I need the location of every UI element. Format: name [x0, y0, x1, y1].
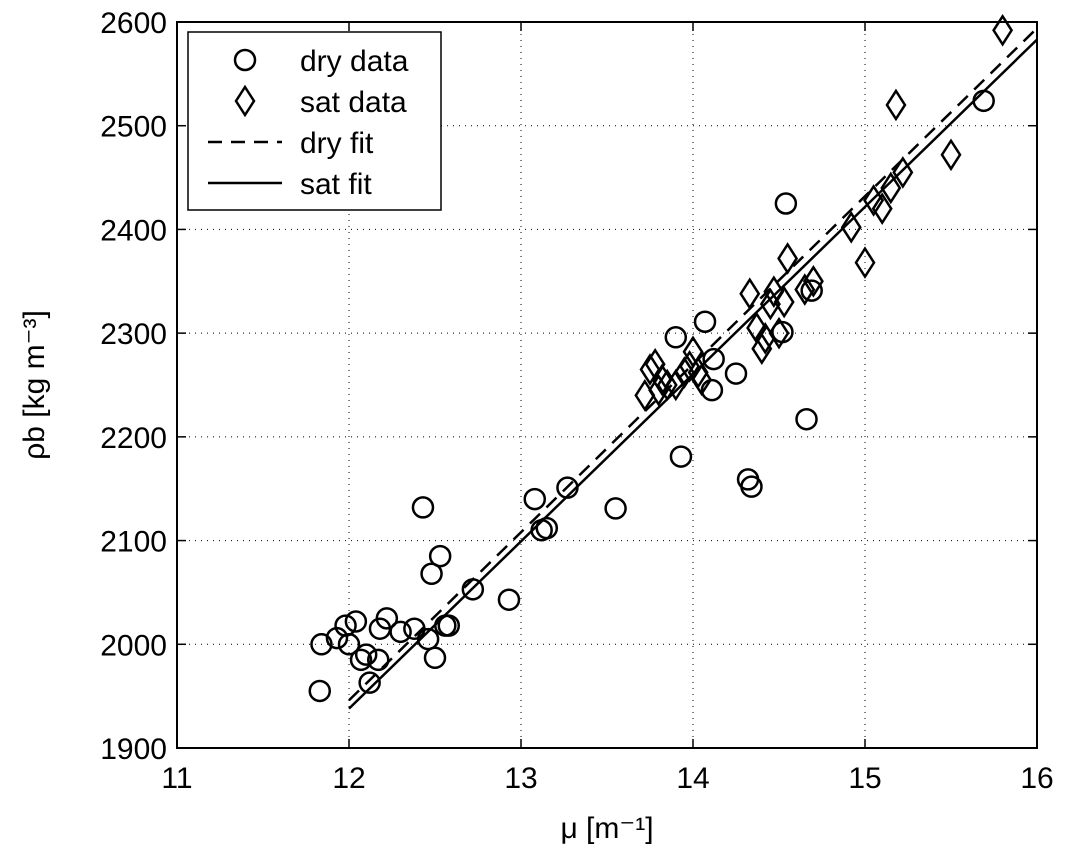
ticks-layer: 11 12 13 14 15 16 1900 2000 2100 2200 2300 2400 2500…: [100, 7, 1053, 795]
dry-data-point: [604, 497, 627, 520]
sat-data-point: [885, 88, 907, 122]
sat-data-point: [794, 273, 816, 306]
dry-data-point: [724, 362, 748, 385]
x-tick-label: 16: [1020, 762, 1053, 795]
legend-box: [187, 31, 442, 211]
legend-label: dry data: [300, 45, 409, 78]
sat-data-point: [880, 171, 902, 205]
legend-entry: dry data: [233, 45, 409, 78]
sat-data-point: [639, 353, 661, 386]
x-axis-label: μ [m⁻¹]: [560, 812, 653, 845]
dry-data-point: [411, 496, 435, 519]
y-tick-label: 1900: [100, 733, 167, 766]
x-tick-label: 15: [848, 762, 881, 795]
legend-entry: sat data: [234, 84, 407, 119]
dry-data-point: [497, 588, 521, 611]
dry-data-point: [310, 633, 333, 656]
legend-label: sat data: [300, 86, 407, 119]
dry-data-point: [349, 648, 373, 672]
sat-data-point: [940, 138, 962, 172]
y-axis-label: ρb [kg m⁻³]: [18, 310, 51, 460]
dry-data-point: [437, 614, 461, 637]
legend-label: dry fit: [300, 127, 374, 160]
y-tick-label: 2500: [100, 111, 167, 144]
sat-data-point: [892, 156, 914, 189]
sat-data-point: [739, 277, 761, 311]
legend-label: sat fit: [300, 168, 372, 201]
dry-data-point: [556, 476, 579, 499]
data-markers-layer: [308, 13, 1014, 703]
dry-data-point: [308, 679, 332, 703]
dry-data-point: [337, 633, 361, 656]
sat-data-point: [863, 184, 885, 217]
dry-data-point: [700, 378, 724, 402]
y-tick-label: 2300: [100, 318, 167, 351]
dry-data-point: [800, 279, 823, 302]
x-tick-label: 12: [332, 762, 365, 795]
sat-data-point: [751, 332, 773, 366]
dry-data-point: [354, 643, 378, 666]
dry-data-point: [702, 347, 725, 371]
sat-data-point: [673, 356, 695, 389]
legend-entry: dry fit: [208, 127, 374, 160]
sat-data-point: [691, 363, 713, 397]
dry-data-point: [358, 671, 381, 694]
x-tick-label: 11: [161, 762, 192, 795]
sat-data-point: [768, 316, 790, 350]
sat-data-point: [871, 192, 893, 225]
legend-circle-marker: [233, 48, 257, 72]
dry-data-point: [389, 620, 412, 644]
sat-data-point: [656, 368, 678, 402]
sat-data-point: [773, 285, 795, 319]
sat-data-point: [777, 242, 799, 275]
dry-data-point: [461, 578, 485, 601]
dry-data-point: [693, 310, 717, 333]
y-tick-label: 2600: [100, 7, 167, 40]
y-tick-label: 2100: [100, 526, 167, 559]
sat-data-point: [840, 211, 862, 244]
dry-data-point: [740, 475, 763, 498]
dry-data-point: [428, 544, 452, 568]
dry-data-point: [669, 445, 693, 468]
dry-data-point: [972, 89, 995, 113]
legend-diamond-marker: [234, 84, 256, 118]
dry-data-point: [423, 646, 447, 670]
dry-data-point: [523, 487, 547, 511]
x-tick-label: 13: [504, 762, 537, 795]
dry-data-point: [420, 562, 443, 586]
sat-data-point: [854, 246, 876, 279]
legend-entry: sat fit: [208, 168, 372, 201]
dry-data-point: [795, 407, 818, 431]
y-tick-label: 2400: [100, 214, 167, 247]
x-tick-label: 14: [676, 762, 709, 795]
sat-data-point: [763, 275, 785, 308]
y-tick-label: 2000: [100, 629, 167, 662]
plot-frame: [176, 21, 1038, 749]
dry-data-point: [344, 610, 368, 633]
legend: dry data sat data dry fit sat fit: [187, 31, 442, 211]
sat-data-point: [992, 13, 1014, 47]
dry-data-point: [366, 648, 390, 672]
sat-data-point: [651, 363, 673, 397]
sat-data-point: [648, 373, 670, 407]
dry-data-point: [774, 192, 798, 215]
sat-data-point: [802, 264, 824, 298]
y-tick-label: 2200: [100, 422, 167, 455]
dry-data-point: [664, 326, 688, 349]
dry-data-point: [375, 607, 399, 630]
dry-data-point: [535, 516, 559, 540]
